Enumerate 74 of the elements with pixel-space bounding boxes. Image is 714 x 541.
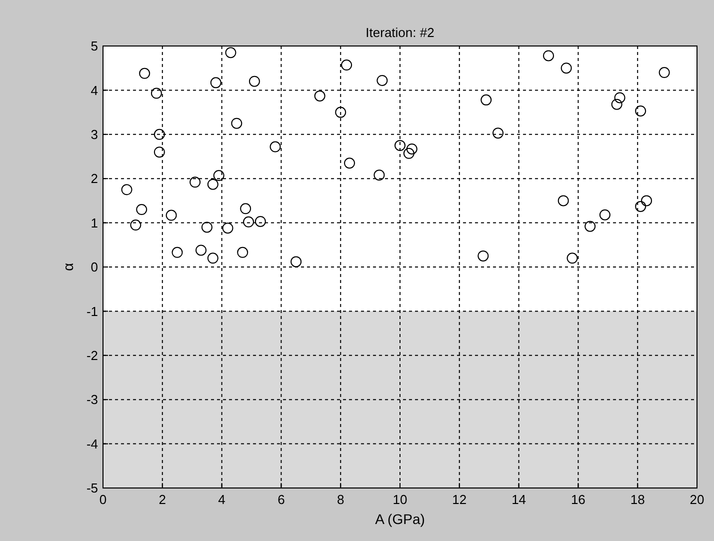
point <box>599 209 610 220</box>
point <box>154 146 165 158</box>
point <box>207 252 218 264</box>
point <box>614 92 626 104</box>
y-tick-label: -4 <box>86 436 98 452</box>
point <box>166 210 177 221</box>
point <box>394 140 406 151</box>
x-tick-label: 4 <box>218 492 226 507</box>
y-tick-label: 2 <box>90 171 98 186</box>
point <box>543 50 554 62</box>
point <box>480 94 492 106</box>
point <box>130 220 142 231</box>
point <box>210 77 222 88</box>
y-tick-label: -5 <box>86 480 98 496</box>
x-tick-label: 6 <box>278 492 285 507</box>
point <box>225 47 236 58</box>
point <box>314 90 326 102</box>
x-axis-title: A (GPa) <box>375 511 425 527</box>
point <box>341 60 352 71</box>
y-tick-label: 0 <box>90 260 98 275</box>
chart-title: Iteration: #2 <box>366 25 434 40</box>
point <box>641 195 652 206</box>
point <box>254 216 266 227</box>
y-tick-label: -2 <box>86 348 98 363</box>
point <box>566 252 578 264</box>
y-tick-label: -1 <box>86 304 98 319</box>
y-tick-label: 4 <box>90 82 98 98</box>
point <box>213 170 224 182</box>
point <box>635 200 646 212</box>
point <box>406 143 418 154</box>
point <box>344 158 356 169</box>
point <box>335 106 346 118</box>
point <box>374 170 385 181</box>
x-tick-label: 20 <box>690 492 704 507</box>
point <box>237 246 248 258</box>
point <box>190 176 201 188</box>
point <box>243 216 254 228</box>
point <box>136 204 148 216</box>
point <box>150 88 162 99</box>
point <box>376 74 388 86</box>
x-tick-label: 18 <box>630 492 645 507</box>
point <box>240 203 252 214</box>
x-tick-label: 14 <box>512 492 526 507</box>
point <box>121 184 132 196</box>
point <box>207 178 218 190</box>
point <box>658 67 670 78</box>
x-tick-label: 16 <box>570 492 586 507</box>
point <box>478 250 489 262</box>
y-tick-label: -3 <box>86 392 98 408</box>
point <box>201 222 212 233</box>
y-axis-title: α <box>60 262 76 272</box>
point <box>635 105 646 116</box>
point <box>172 246 183 258</box>
point <box>248 76 260 87</box>
y-tick-label: 3 <box>90 126 98 142</box>
point <box>270 141 281 152</box>
x-tick-label: 8 <box>336 492 344 507</box>
point <box>196 244 207 256</box>
point <box>558 195 569 206</box>
point <box>154 128 165 140</box>
point <box>584 220 596 232</box>
point <box>560 62 572 74</box>
point <box>139 68 150 79</box>
point <box>611 98 622 110</box>
x-tick-label: 12 <box>452 492 467 507</box>
x-tick-label: 10 <box>392 492 408 507</box>
x-tick-label: 2 <box>158 492 166 507</box>
point <box>222 222 234 234</box>
y-tick-label: 5 <box>90 38 98 54</box>
point <box>403 148 414 159</box>
y-tick-label: 1 <box>90 215 98 230</box>
point <box>290 256 302 268</box>
point <box>492 128 504 139</box>
point <box>231 118 242 129</box>
